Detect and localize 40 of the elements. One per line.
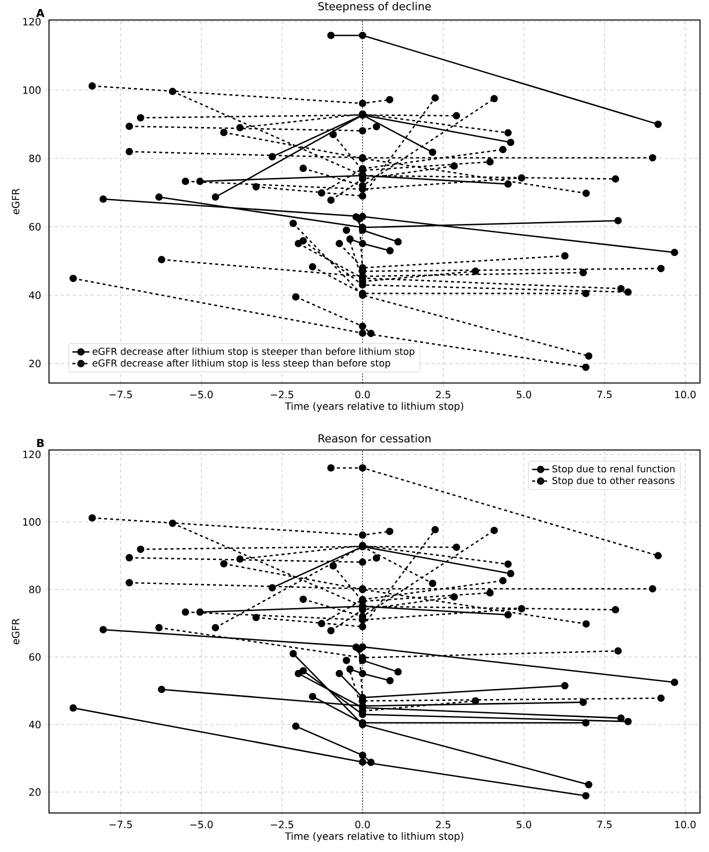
y-tick-label: 60 (29, 223, 41, 231)
y-tick-label: 120 (23, 18, 41, 26)
legend-label: eGFR decrease after lithium stop is steeper than before lithium stop (92, 348, 414, 357)
y-tick-label: 100 (23, 86, 41, 94)
y-tick-label: 40 (29, 720, 41, 728)
legend-label: Stop due to other reasons (552, 476, 674, 486)
x-tick-label: 7.5 (597, 390, 612, 398)
x-tick-label: 10.0 (675, 390, 696, 398)
x-tick-label: −2.5 (270, 820, 294, 828)
x-tick-label: 0.0 (355, 820, 370, 828)
x-tick-label: 7.5 (597, 820, 612, 828)
legend-label: eGFR decrease after lithium stop is less steep than before stop (92, 359, 390, 368)
x-tick-label: −2.5 (270, 390, 294, 398)
x-tick-label: −5.0 (190, 820, 213, 828)
y-tick-label: 60 (29, 653, 41, 661)
x-tick-label: 5.0 (516, 820, 532, 828)
x-tick-label: 0.0 (355, 390, 370, 398)
x-tick-label: −7.5 (110, 820, 132, 828)
x-axis-title: Time (years relative to lithium stop) (284, 832, 464, 842)
chart-title: Reason for cessation (318, 434, 431, 443)
text: B (37, 439, 44, 447)
y-tick-label: 80 (29, 586, 41, 594)
chart-title: Steepness of decline (318, 2, 431, 13)
x-tick-label: 2.5 (436, 390, 450, 398)
y-tick-label: 120 (23, 450, 41, 458)
x-tick-label: 5.0 (516, 390, 532, 398)
y-axis-title: eGFR (12, 188, 20, 214)
x-tick-label: −5.0 (190, 390, 213, 398)
y-axis-title: eGFR (12, 618, 20, 644)
text: A (36, 9, 44, 17)
y-tick-label: 20 (29, 360, 41, 368)
y-tick-label: 80 (29, 154, 41, 162)
y-tick-label: 20 (29, 788, 41, 796)
y-tick-label: 40 (29, 291, 41, 299)
x-tick-label: 10.0 (675, 820, 696, 828)
x-axis-title: Time (years relative to lithium stop) (284, 402, 464, 412)
y-tick-label: 100 (23, 518, 41, 526)
x-tick-label: −7.5 (110, 390, 132, 398)
legend-label: Stop due to renal function (552, 465, 675, 474)
x-tick-label: 2.5 (436, 820, 450, 828)
